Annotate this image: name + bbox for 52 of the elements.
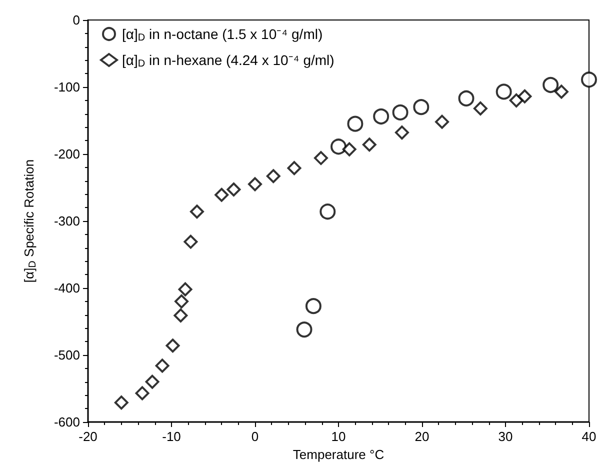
point	[473, 101, 488, 116]
point	[190, 204, 204, 219]
point	[330, 138, 346, 155]
point	[362, 138, 376, 152]
x-tick-label: 20	[414, 429, 430, 444]
point	[166, 338, 180, 353]
point	[178, 282, 192, 296]
point	[266, 169, 280, 184]
point	[342, 142, 356, 156]
x-tick-label: 10	[331, 429, 346, 444]
y-tick-label: -500	[54, 348, 80, 362]
point	[305, 298, 322, 314]
point	[314, 151, 328, 166]
point	[174, 308, 188, 322]
x-tick-label: -20	[78, 429, 98, 444]
point	[226, 182, 241, 197]
point	[542, 76, 559, 93]
point	[135, 386, 150, 400]
x-tick-label: -10	[162, 429, 181, 444]
x-tick-label: 30	[498, 429, 513, 444]
y-tick-label: -600	[54, 414, 80, 430]
point	[248, 177, 262, 192]
point	[413, 99, 430, 116]
point	[296, 322, 312, 338]
point	[155, 358, 170, 373]
point	[184, 234, 198, 249]
y-tick-label: -100	[54, 80, 80, 94]
point	[320, 204, 336, 220]
point	[394, 126, 409, 140]
x-tick-label: 0	[251, 429, 259, 444]
point	[287, 161, 302, 176]
point	[114, 396, 128, 410]
y-tick-label: -400	[54, 280, 80, 296]
point	[496, 84, 512, 100]
point	[174, 294, 189, 308]
y-tick-label: -200	[54, 146, 80, 162]
point	[458, 90, 474, 106]
y-axis-title: [α]D Specific Rotation	[22, 159, 38, 283]
point	[581, 72, 597, 88]
point	[509, 93, 524, 108]
point	[435, 114, 450, 129]
point	[373, 108, 390, 124]
point	[554, 84, 568, 99]
x-axis-title: Temperature °C	[292, 446, 384, 462]
point	[347, 116, 364, 132]
y-tick-label: 0	[72, 12, 80, 28]
point	[214, 188, 229, 202]
x-tick-label: 40	[582, 429, 596, 444]
point	[392, 104, 408, 120]
y-tick-label: -300	[54, 214, 80, 228]
point	[145, 374, 160, 389]
point	[518, 89, 532, 104]
